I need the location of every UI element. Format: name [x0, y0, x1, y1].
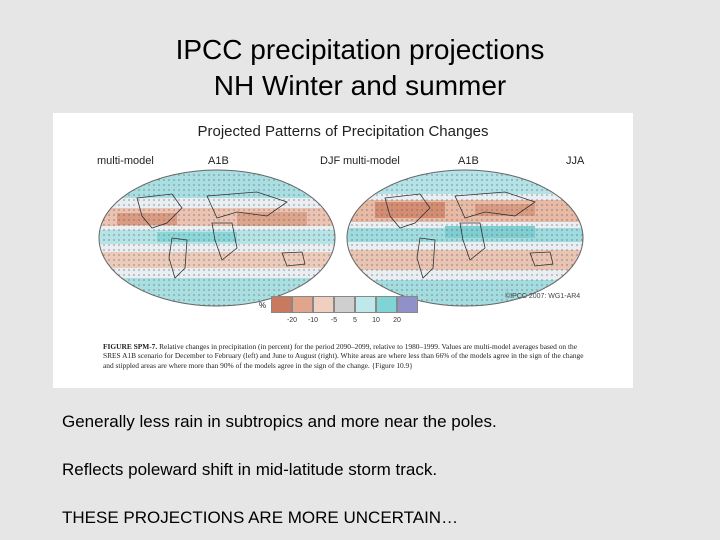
legend-swatch	[313, 296, 334, 313]
legend-tick-label: -10	[307, 317, 319, 324]
legend-tick-label: -20	[286, 317, 298, 324]
djf-precipitation-map	[98, 169, 336, 307]
legend-swatch	[397, 296, 418, 313]
bullet-text-3: THESE PROJECTIONS ARE MORE UNCERTAIN…	[62, 508, 459, 527]
caption-text: Relative changes in precipitation (in pe…	[103, 342, 584, 370]
legend-swatch	[355, 296, 376, 313]
legend-tick-label: 10	[372, 317, 380, 324]
slide-title-line-2: NH Winter and summer	[213, 70, 507, 101]
copyright-note: ©IPCC 2007: WG1-AR4	[505, 293, 581, 300]
legend-tick-label: 20	[393, 317, 401, 324]
slide-title: IPCC precipitation projections NH Winter…	[0, 32, 720, 104]
legend-swatch	[271, 296, 292, 313]
left-panel-model-label: multi-model	[97, 155, 154, 167]
legend-tick-label: -5	[330, 317, 338, 324]
caption-label: FIGURE SPM-7.	[103, 342, 158, 351]
bullet-text-1: Generally less rain in subtropics and mo…	[62, 412, 497, 431]
figure-title: Projected Patterns of Precipitation Chan…	[197, 123, 489, 140]
right-panel-model-label: multi-model	[343, 155, 400, 167]
legend-tick-label: 5	[353, 317, 357, 324]
slide-title-line-1: IPCC precipitation projections	[175, 34, 545, 65]
color-legend	[271, 296, 418, 313]
legend-swatch	[334, 296, 355, 313]
legend-swatch	[292, 296, 313, 313]
legend-swatch	[376, 296, 397, 313]
right-panel-scenario-label: A1B	[458, 155, 479, 167]
legend-ticks: -20 -10 -5 5 10 20	[271, 317, 421, 327]
legend-unit-label: %	[259, 301, 267, 310]
left-panel-season-label: DJF	[320, 155, 341, 167]
left-panel-scenario-label: A1B	[208, 155, 229, 167]
figure-caption: FIGURE SPM-7. Relative changes in precip…	[103, 342, 588, 370]
right-panel-season-label: JJA	[566, 155, 585, 167]
precipitation-figure: Projected Patterns of Precipitation Chan…	[53, 113, 633, 388]
jja-precipitation-map	[346, 169, 584, 307]
bullet-text-2: Reflects poleward shift in mid-latitude …	[62, 460, 438, 479]
